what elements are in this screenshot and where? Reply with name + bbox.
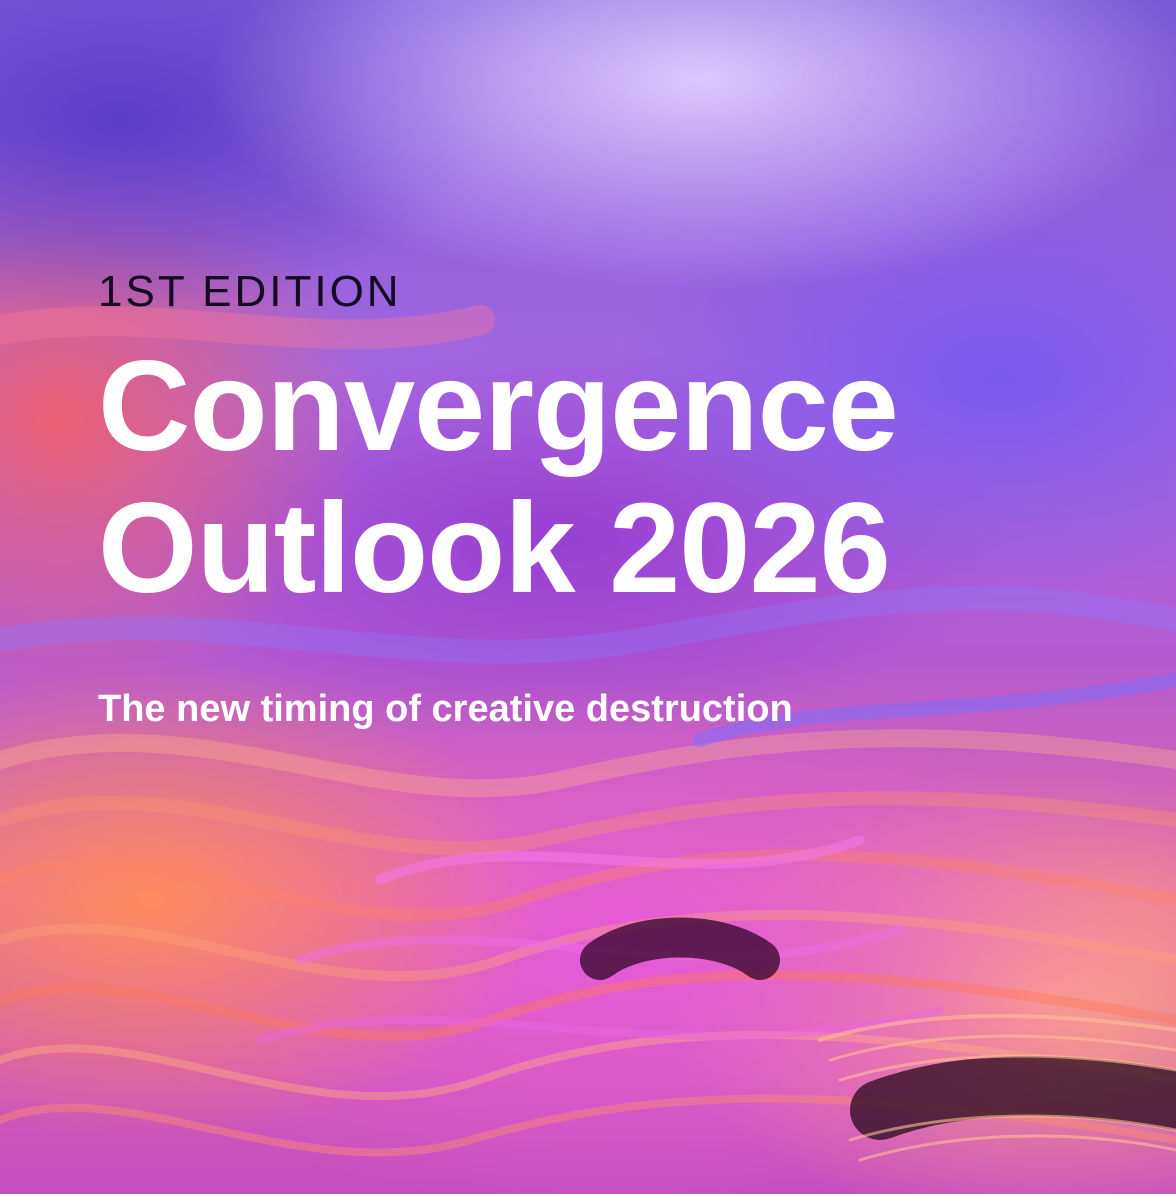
report-title: Convergence Outlook 2026 bbox=[98, 336, 1098, 620]
edition-label: 1ST EDITION bbox=[98, 267, 402, 316]
report-title-line-1: Convergence bbox=[98, 335, 899, 478]
cover-text-block: 1ST EDITION Convergence Outlook 2026 The… bbox=[98, 262, 1098, 734]
report-subtitle: The new timing of creative destruction bbox=[98, 688, 793, 730]
report-title-line-2: Outlook 2026 bbox=[98, 477, 891, 620]
